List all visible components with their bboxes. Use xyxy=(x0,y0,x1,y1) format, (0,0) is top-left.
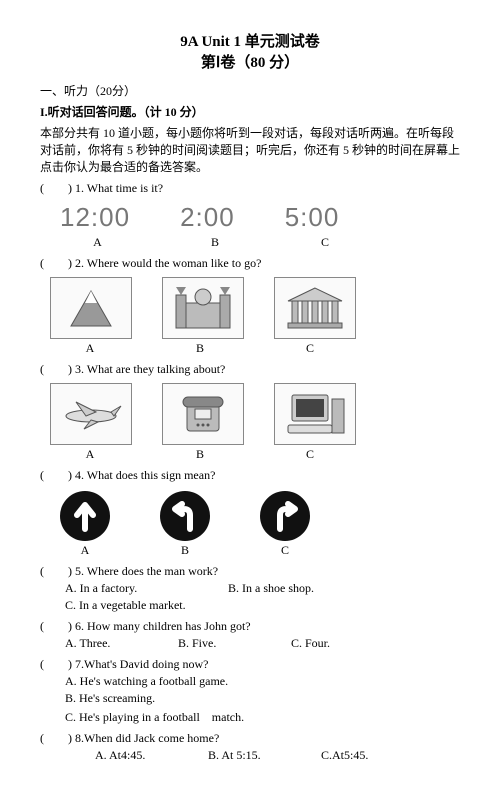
q8-a: A. At4:45. xyxy=(95,748,205,763)
q2-img-row xyxy=(40,277,460,339)
section-sub: I.听对话回答问题。（计 10 分） xyxy=(40,103,460,120)
mountain-icon xyxy=(61,286,121,331)
q4-label-a: A xyxy=(60,543,110,558)
q4-sign-c xyxy=(260,491,310,541)
q2-prompt: ( ) 2. Where would the woman like to go? xyxy=(40,254,460,271)
q5-a: A. In a factory. xyxy=(65,581,225,596)
q3-label-c: C xyxy=(270,447,350,462)
q6-c: C. Four. xyxy=(291,636,330,650)
right-turn-icon xyxy=(268,499,302,533)
q4-img-row xyxy=(40,491,460,541)
q3-img-row xyxy=(40,383,460,445)
q8-prompt: ( ) 8.When did Jack come home? xyxy=(40,729,460,746)
q3-label-row: A B C xyxy=(40,447,460,462)
telephone-icon xyxy=(173,389,233,439)
q8-b: B. At 5:15. xyxy=(208,748,318,763)
left-turn-icon xyxy=(168,499,202,533)
computer-icon xyxy=(280,389,350,439)
q3-label-b: B xyxy=(160,447,240,462)
q7-b: B. He's screaming. xyxy=(40,691,460,706)
q2-img-c xyxy=(274,277,356,339)
straight-arrow-icon xyxy=(68,499,102,533)
q2-img-a xyxy=(50,277,132,339)
q1-label-row: A B C xyxy=(40,235,460,250)
page-title-1: 9A Unit 1 单元测试卷 xyxy=(40,30,460,51)
q4-label-c: C xyxy=(260,543,310,558)
q4-label-row: A B C xyxy=(40,543,460,558)
q3-prompt: ( ) 3. What are they talking about? xyxy=(40,360,460,377)
q1-prompt: ( ) 1. What time is it? xyxy=(40,179,460,196)
q2-label-b: B xyxy=(160,341,240,356)
q5-c: C. In a vegetable market. xyxy=(40,598,460,613)
q1-label-b: B xyxy=(185,235,245,250)
q4-sign-b xyxy=(160,491,210,541)
q6-a: A. Three. xyxy=(65,636,175,651)
q1-opt-a: 12:00 xyxy=(60,202,130,233)
airplane-icon xyxy=(56,394,126,434)
q7-a: A. He's watching a football game. xyxy=(40,674,460,689)
q1-label-c: C xyxy=(295,235,355,250)
q5-b: B. In a shoe shop. xyxy=(228,581,314,595)
q7-prompt: ( ) 7.What's David doing now? xyxy=(40,655,460,672)
section-desc: 本部分共有 10 道小题，每小题你将听到一段对话，每段对话听两遍。在听每段对话前… xyxy=(40,124,460,175)
q2-img-b xyxy=(162,277,244,339)
q4-sign-a xyxy=(60,491,110,541)
q3-label-a: A xyxy=(50,447,130,462)
q5-prompt: ( ) 5. Where does the man work? xyxy=(40,562,460,579)
q8-c: C.At5:45. xyxy=(321,748,368,762)
q3-img-b xyxy=(162,383,244,445)
q2-label-row: A B C xyxy=(40,341,460,356)
q7-c: C. He's playing in a football match. xyxy=(40,708,460,725)
q2-label-a: A xyxy=(50,341,130,356)
temple-icon xyxy=(280,283,350,333)
q6-prompt: ( ) 6. How many children has John got? xyxy=(40,617,460,634)
q1-img-row: 12:00 2:00 5:00 xyxy=(40,202,460,233)
page-title-2: 第Ⅰ卷（80 分） xyxy=(40,51,460,72)
q5-line1: A. In a factory. B. In a shoe shop. xyxy=(40,581,460,596)
q3-img-c xyxy=(274,383,356,445)
q1-label-a: A xyxy=(60,235,135,250)
q1-opt-c: 5:00 xyxy=(285,202,340,233)
q4-label-b: B xyxy=(160,543,210,558)
castle-icon xyxy=(168,283,238,333)
q4-prompt: ( ) 4. What does this sign mean? xyxy=(40,466,460,483)
q3-img-a xyxy=(50,383,132,445)
section-heading: 一、听力（20分） xyxy=(40,82,460,99)
q6-opts: A. Three. B. Five. C. Four. xyxy=(40,636,460,651)
q1-opt-b: 2:00 xyxy=(180,202,235,233)
q8-opts: A. At4:45. B. At 5:15. C.At5:45. xyxy=(40,748,460,763)
q2-label-c: C xyxy=(270,341,350,356)
q6-b: B. Five. xyxy=(178,636,288,651)
